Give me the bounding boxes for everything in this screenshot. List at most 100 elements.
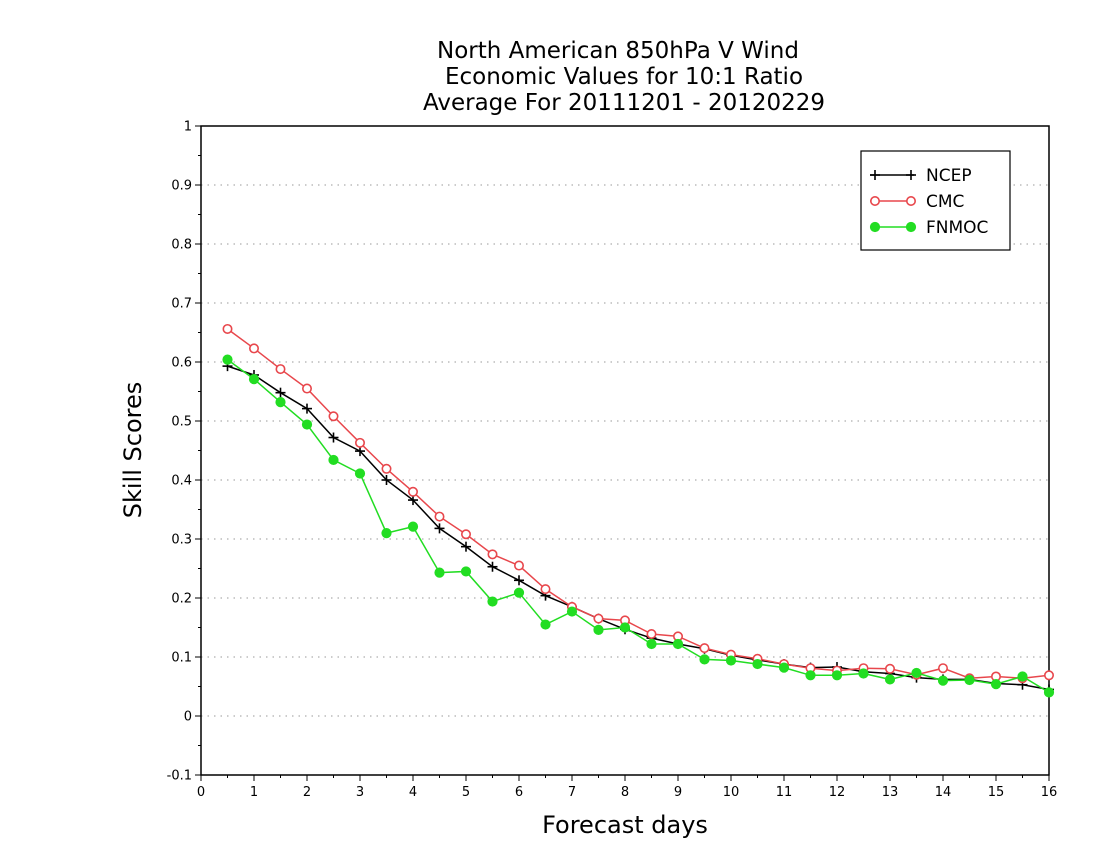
x-tick-label: 11 <box>776 785 793 800</box>
y-tick-label: 0.3 <box>171 533 192 548</box>
data-point-fnmoc <box>752 658 763 670</box>
legend-label-cmc: CMC <box>926 192 964 212</box>
data-point-fnmoc <box>354 468 366 479</box>
y-tick-label: 0.2 <box>171 592 192 607</box>
legend: NCEP CMC FNMOC <box>860 150 1011 251</box>
y-tick-label: 1 <box>184 120 192 135</box>
data-point-ncep <box>514 575 524 586</box>
chart-title-line-1: North American 850hPa V Wind <box>437 38 799 64</box>
series-fnmoc <box>222 354 1055 698</box>
y-tick-label: 0.5 <box>171 415 192 430</box>
x-tick-label: 10 <box>723 785 740 800</box>
data-point-fnmoc <box>725 655 737 666</box>
data-point-fnmoc <box>858 668 869 679</box>
y-axis-ticks: -0.1 0 0.1 0.2 0.3 0.4 0.5 0.6 0.7 0.8 0.9 1 <box>167 120 201 784</box>
x-axis-label: Forecast days <box>542 811 708 839</box>
y-tick-label: 0.1 <box>171 651 192 666</box>
gridlines <box>201 184 1049 717</box>
y-tick-label: 0.6 <box>171 356 192 371</box>
chart-title: North American 850hPa V Wind Economic Va… <box>423 38 825 116</box>
data-point-ncep <box>461 541 471 552</box>
data-point-cmc <box>1044 670 1055 681</box>
data-point-fnmoc <box>619 622 631 633</box>
data-point-cmc <box>249 343 260 354</box>
x-tick-label: 8 <box>621 785 629 800</box>
legend-label-fnmoc: FNMOC <box>926 218 988 238</box>
x-tick-label: 5 <box>462 785 470 800</box>
x-tick-label: 3 <box>356 785 364 800</box>
data-point-cmc <box>354 437 365 448</box>
data-point-fnmoc <box>646 638 657 650</box>
legend-marker-cmc <box>905 196 916 207</box>
chart-title-line-2: Economic Values for 10:1 Ratio <box>445 64 803 90</box>
series-cmc <box>222 323 1055 684</box>
y-tick-label: 0.9 <box>171 179 192 194</box>
y-tick-label: 0.7 <box>171 297 192 312</box>
x-axis-ticks: 0 1 2 3 4 5 6 7 8 9 10 11 12 13 14 15 16 <box>197 775 1057 800</box>
data-point-ncep <box>381 475 392 485</box>
data-point-fnmoc <box>964 674 975 686</box>
y-axis-label: Skill Scores <box>119 382 147 519</box>
data-point-fnmoc <box>460 566 472 577</box>
data-point-fnmoc <box>248 374 260 385</box>
x-tick-label: 7 <box>568 785 576 800</box>
data-point-cmc <box>593 613 604 624</box>
data-point-fnmoc <box>301 419 313 430</box>
y-tick-label: 0 <box>184 710 192 725</box>
legend-marker-fnmoc <box>905 221 917 233</box>
legend-label-ncep: NCEP <box>926 166 972 186</box>
x-tick-label: 4 <box>409 785 417 800</box>
y-tick-label: 0.8 <box>171 238 192 253</box>
x-tick-label: 1 <box>250 785 258 800</box>
data-point-fnmoc <box>884 674 896 685</box>
x-tick-label: 0 <box>197 785 205 800</box>
series-line-ncep <box>227 365 1050 691</box>
chart-title-line-3: Average For 20111201 - 20120229 <box>423 90 825 116</box>
data-point-ncep <box>434 523 445 534</box>
data-point-fnmoc <box>540 619 551 630</box>
series-layer <box>222 323 1055 698</box>
data-point-fnmoc <box>328 454 339 466</box>
data-point-fnmoc <box>672 638 684 650</box>
data-point-cmc <box>540 584 551 595</box>
data-point-ncep <box>302 403 312 414</box>
data-point-fnmoc <box>831 670 843 681</box>
data-point-fnmoc <box>593 624 604 635</box>
data-point-fnmoc <box>1043 687 1055 698</box>
data-point-fnmoc <box>1017 671 1028 682</box>
data-point-fnmoc <box>275 397 286 408</box>
data-point-fnmoc <box>937 675 949 686</box>
data-point-ncep <box>275 387 286 398</box>
x-tick-label: 14 <box>935 785 952 800</box>
series-line-cmc <box>227 328 1050 679</box>
data-point-cmc <box>513 560 524 571</box>
data-point-cmc <box>487 549 498 560</box>
data-point-cmc <box>937 663 948 674</box>
data-point-cmc <box>460 529 471 540</box>
x-tick-label: 15 <box>988 785 1005 800</box>
data-point-cmc <box>275 364 286 375</box>
x-tick-label: 9 <box>674 785 682 800</box>
data-point-cmc <box>381 463 392 474</box>
data-point-fnmoc <box>381 528 392 539</box>
x-tick-label: 6 <box>515 785 523 800</box>
data-point-cmc <box>328 411 339 422</box>
legend-marker-cmc <box>869 196 880 207</box>
data-point-cmc <box>884 663 895 674</box>
legend-marker-fnmoc <box>869 221 881 233</box>
series-ncep <box>222 361 1054 695</box>
data-point-cmc <box>301 383 312 394</box>
data-point-fnmoc <box>699 654 710 665</box>
data-point-fnmoc <box>407 521 419 532</box>
legend-marker-ncep <box>906 170 916 180</box>
data-point-cmc <box>407 486 418 497</box>
data-point-cmc <box>646 628 657 639</box>
series-line-fnmoc <box>227 359 1050 694</box>
x-tick-label: 16 <box>1041 785 1058 800</box>
data-point-ncep <box>328 432 339 443</box>
data-point-fnmoc <box>805 670 816 681</box>
data-point-ncep <box>487 561 498 572</box>
data-point-fnmoc <box>778 662 790 673</box>
data-point-cmc <box>434 511 445 522</box>
y-tick-label: -0.1 <box>167 769 192 784</box>
